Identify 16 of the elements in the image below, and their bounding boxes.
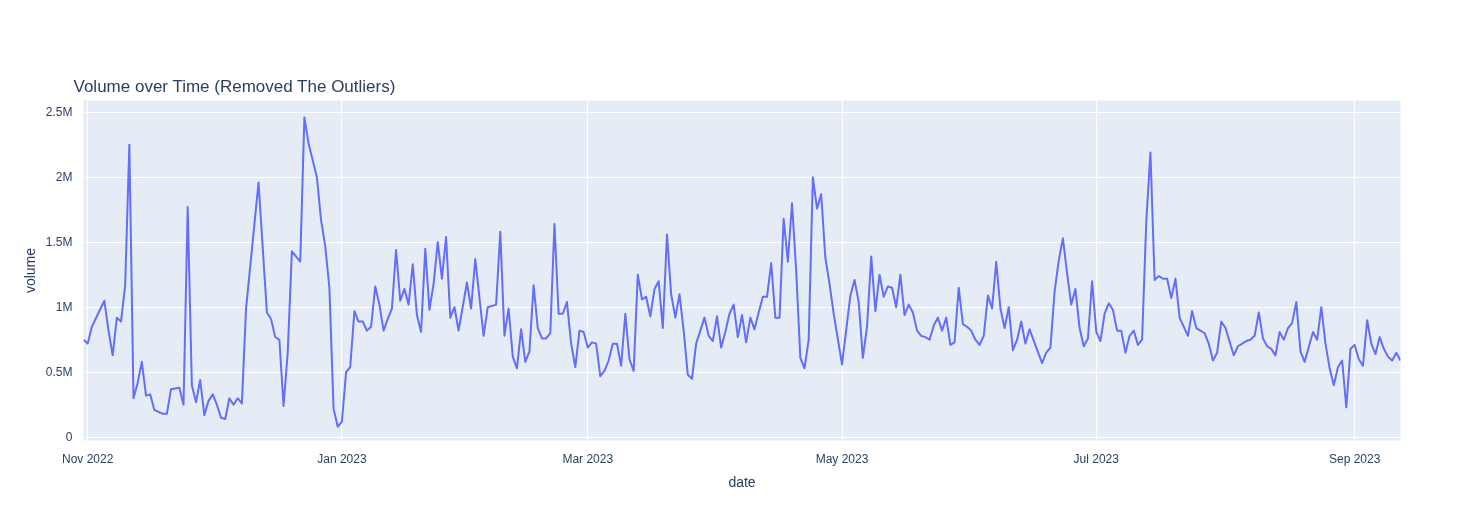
x-tick-label: Nov 2022 [61, 451, 114, 466]
y-axis-title: volume [21, 247, 38, 294]
y-tick-label: 2M [55, 170, 73, 185]
x-tick-label: May 2023 [815, 451, 869, 466]
x-tick-label: Jul 2023 [1073, 451, 1120, 466]
x-tick-label: Mar 2023 [562, 451, 614, 466]
x-axis-title: date [728, 473, 756, 490]
y-tick-label: 1M [55, 300, 73, 315]
y-tick-label: 2.5M [45, 105, 73, 120]
x-tick-label: Sep 2023 [1328, 451, 1381, 466]
line-series [83, 116, 1401, 428]
chart-title: Volume over Time (Removed The Outliers) [73, 76, 396, 96]
x-tick-label: Jan 2023 [317, 451, 367, 466]
y-tick-label: 0.5M [45, 365, 73, 380]
y-tick-label: 1.5M [45, 235, 73, 250]
y-tick-label: 0 [65, 430, 73, 445]
